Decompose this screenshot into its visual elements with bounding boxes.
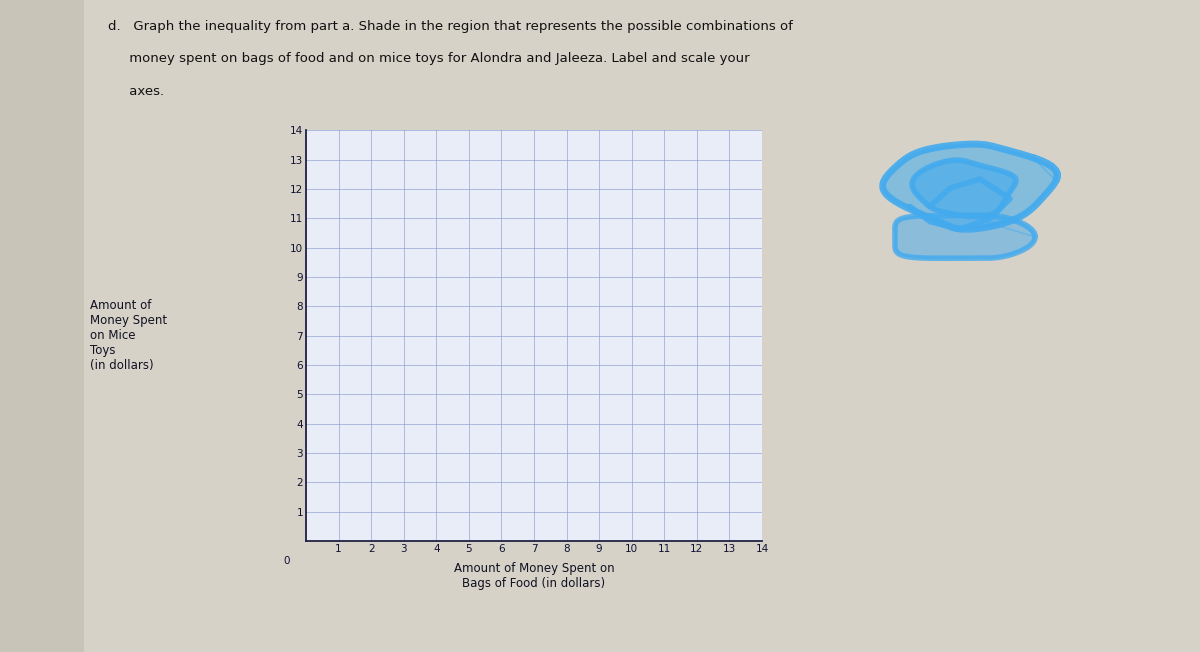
Text: d.   Graph the inequality from part a. Shade in the region that represents the p: d. Graph the inequality from part a. Sha… [108, 20, 793, 33]
Text: 0: 0 [283, 556, 289, 566]
Text: money spent on bags of food and on mice toys for Alondra and Jaleeza. Label and : money spent on bags of food and on mice … [108, 52, 750, 65]
Polygon shape [912, 160, 1016, 216]
X-axis label: Amount of Money Spent on
Bags of Food (in dollars): Amount of Money Spent on Bags of Food (i… [454, 562, 614, 590]
Polygon shape [883, 144, 1057, 230]
Polygon shape [895, 216, 1034, 258]
Text: Amount of
Money Spent
on Mice
Toys
(in dollars): Amount of Money Spent on Mice Toys (in d… [90, 299, 167, 372]
Text: axes.: axes. [108, 85, 164, 98]
